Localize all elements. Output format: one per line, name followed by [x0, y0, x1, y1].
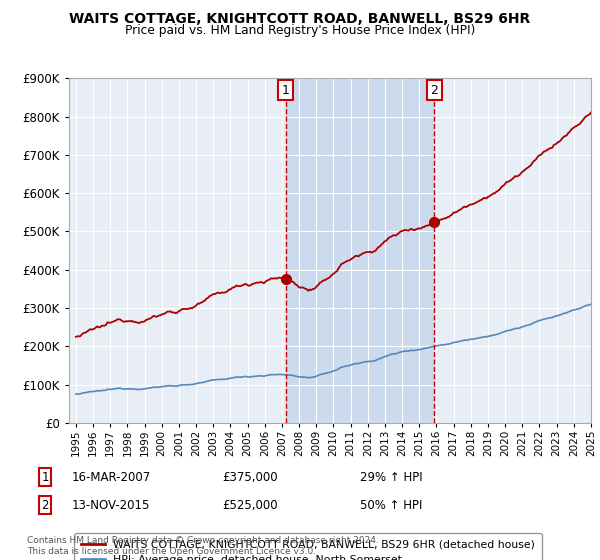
Text: 1: 1 [281, 83, 289, 96]
Legend: WAITS COTTAGE, KNIGHTCOTT ROAD, BANWELL, BS29 6HR (detached house), HPI: Average: WAITS COTTAGE, KNIGHTCOTT ROAD, BANWELL,… [74, 533, 542, 560]
Text: WAITS COTTAGE, KNIGHTCOTT ROAD, BANWELL, BS29 6HR: WAITS COTTAGE, KNIGHTCOTT ROAD, BANWELL,… [70, 12, 530, 26]
Text: 29% ↑ HPI: 29% ↑ HPI [360, 470, 422, 484]
Text: Price paid vs. HM Land Registry's House Price Index (HPI): Price paid vs. HM Land Registry's House … [125, 24, 475, 36]
Text: Contains HM Land Registry data © Crown copyright and database right 2024.
This d: Contains HM Land Registry data © Crown c… [27, 536, 379, 556]
Text: £375,000: £375,000 [222, 470, 278, 484]
Text: 1: 1 [41, 470, 49, 484]
Text: 2: 2 [41, 498, 49, 512]
Text: 2: 2 [430, 83, 438, 96]
Bar [286, 78, 434, 423]
Text: 50% ↑ HPI: 50% ↑ HPI [360, 498, 422, 512]
Text: 16-MAR-2007: 16-MAR-2007 [72, 470, 151, 484]
Text: 13-NOV-2015: 13-NOV-2015 [72, 498, 151, 512]
Text: £525,000: £525,000 [222, 498, 278, 512]
